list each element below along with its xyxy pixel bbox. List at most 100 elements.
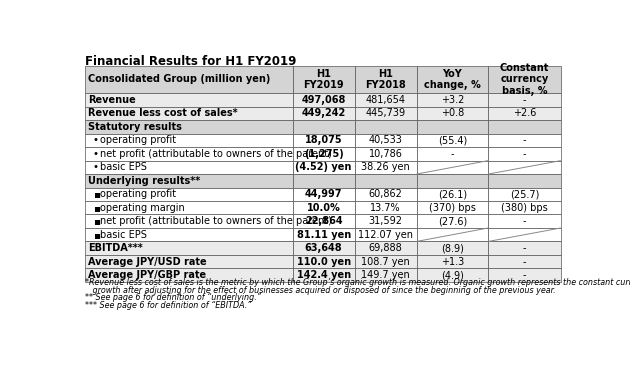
Bar xyxy=(293,215,355,228)
Text: 44,997: 44,997 xyxy=(305,189,342,199)
Bar xyxy=(416,255,488,268)
Text: 10,786: 10,786 xyxy=(369,149,403,159)
Text: operating profit: operating profit xyxy=(100,135,176,146)
Bar xyxy=(355,241,416,255)
Bar xyxy=(355,268,416,282)
Text: •: • xyxy=(93,162,99,172)
Text: H1
FY2018: H1 FY2018 xyxy=(365,69,406,90)
Text: 108.7 yen: 108.7 yen xyxy=(361,257,410,267)
Bar xyxy=(416,201,488,215)
Text: 10.0%: 10.0% xyxy=(307,203,340,213)
Text: (55.4): (55.4) xyxy=(438,135,467,146)
Text: net profit (attributable to owners of the parent): net profit (attributable to owners of th… xyxy=(100,216,333,226)
Bar xyxy=(293,66,355,93)
Text: 63,648: 63,648 xyxy=(305,243,343,253)
Text: 81.11 yen: 81.11 yen xyxy=(297,230,351,240)
Text: Financial Results for H1 FY2019: Financial Results for H1 FY2019 xyxy=(85,55,296,68)
Bar xyxy=(85,174,293,188)
Text: •: • xyxy=(93,135,99,146)
Text: -: - xyxy=(523,270,526,280)
Bar xyxy=(293,268,355,282)
Text: growth after adjusting for the effect of businesses acquired or disposed of sinc: growth after adjusting for the effect of… xyxy=(85,286,556,295)
Bar xyxy=(416,161,488,174)
Bar xyxy=(293,107,355,120)
Text: (380) bps: (380) bps xyxy=(501,203,548,213)
Text: EBITDA***: EBITDA*** xyxy=(88,243,143,253)
Text: +2.6: +2.6 xyxy=(513,108,536,118)
Bar xyxy=(355,147,416,161)
Bar xyxy=(488,215,561,228)
Text: 142.4 yen: 142.4 yen xyxy=(297,270,351,280)
Bar xyxy=(355,188,416,201)
Bar xyxy=(85,147,293,161)
Bar xyxy=(416,134,488,147)
Bar xyxy=(85,228,293,241)
Text: operating margin: operating margin xyxy=(100,203,185,213)
Text: +0.8: +0.8 xyxy=(441,108,464,118)
Bar xyxy=(355,107,416,120)
Bar xyxy=(85,215,293,228)
Text: +1.3: +1.3 xyxy=(441,257,464,267)
Bar xyxy=(488,93,561,107)
Text: -: - xyxy=(523,149,526,159)
Text: -: - xyxy=(523,135,526,146)
Text: 69,888: 69,888 xyxy=(369,243,403,253)
Bar xyxy=(293,201,355,215)
Bar xyxy=(85,188,293,201)
Bar xyxy=(85,134,293,147)
Text: Constant
currency
basis, %: Constant currency basis, % xyxy=(500,63,549,96)
Bar xyxy=(293,134,355,147)
Text: Statutory results: Statutory results xyxy=(88,122,182,132)
Text: 40,533: 40,533 xyxy=(369,135,403,146)
Bar xyxy=(355,228,416,241)
Text: 481,654: 481,654 xyxy=(365,95,406,105)
Bar xyxy=(293,120,355,134)
Text: ▪: ▪ xyxy=(93,216,100,226)
Text: (27.6): (27.6) xyxy=(438,216,467,226)
Text: basic EPS: basic EPS xyxy=(100,162,147,172)
Bar xyxy=(488,107,561,120)
Text: basic EPS: basic EPS xyxy=(100,230,147,240)
Text: (4.9): (4.9) xyxy=(441,270,464,280)
Bar xyxy=(488,161,561,174)
Text: 13.7%: 13.7% xyxy=(370,203,401,213)
Bar xyxy=(355,161,416,174)
Text: 38.26 yen: 38.26 yen xyxy=(361,162,410,172)
Bar xyxy=(85,120,293,134)
Text: Average JPY/USD rate: Average JPY/USD rate xyxy=(88,257,207,267)
Bar xyxy=(355,174,416,188)
Text: net profit (attributable to owners of the parent): net profit (attributable to owners of th… xyxy=(100,149,333,159)
Bar xyxy=(355,66,416,93)
Bar xyxy=(488,120,561,134)
Text: 497,068: 497,068 xyxy=(301,95,346,105)
Bar xyxy=(293,241,355,255)
Text: (370) bps: (370) bps xyxy=(429,203,476,213)
Text: H1
FY2019: H1 FY2019 xyxy=(303,69,344,90)
Text: 110.0 yen: 110.0 yen xyxy=(297,257,351,267)
Bar xyxy=(488,188,561,201)
Text: -: - xyxy=(523,95,526,105)
Text: ** See page 6 for definition of “underlying.”: ** See page 6 for definition of “underly… xyxy=(85,293,261,302)
Bar xyxy=(355,120,416,134)
Text: *Revenue less cost of sales is the metric by which the Group’s organic growth is: *Revenue less cost of sales is the metri… xyxy=(85,278,630,287)
Bar xyxy=(355,134,416,147)
Bar xyxy=(488,147,561,161)
Text: -: - xyxy=(523,243,526,253)
Text: Consolidated Group (million yen): Consolidated Group (million yen) xyxy=(88,74,270,85)
Bar xyxy=(416,268,488,282)
Bar xyxy=(85,241,293,255)
Text: 60,862: 60,862 xyxy=(369,189,403,199)
Bar xyxy=(293,174,355,188)
Bar xyxy=(488,241,561,255)
Text: Revenue less cost of sales*: Revenue less cost of sales* xyxy=(88,108,238,118)
Bar xyxy=(416,66,488,93)
Bar xyxy=(355,201,416,215)
Text: ▪: ▪ xyxy=(93,203,100,213)
Text: 445,739: 445,739 xyxy=(365,108,406,118)
Bar xyxy=(488,201,561,215)
Text: (25.7): (25.7) xyxy=(510,189,539,199)
Bar xyxy=(488,228,561,241)
Text: Revenue: Revenue xyxy=(88,95,136,105)
Bar xyxy=(85,268,293,282)
Bar xyxy=(85,255,293,268)
